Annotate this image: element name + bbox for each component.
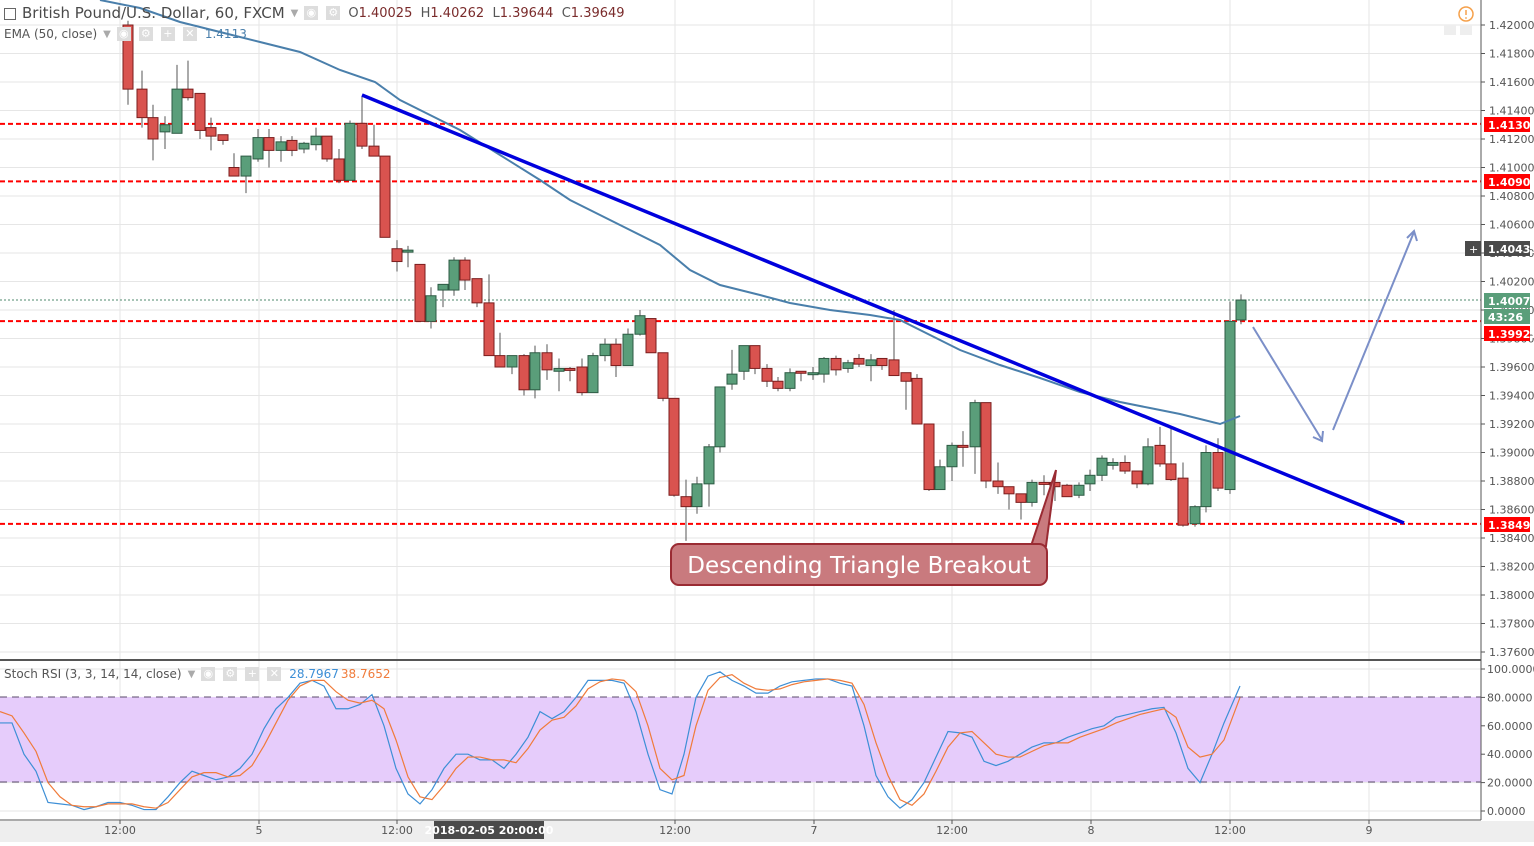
svg-text:1.42000: 1.42000 bbox=[1489, 19, 1534, 32]
chevron-down-icon[interactable]: ▼ bbox=[187, 668, 196, 680]
rsi-axis[interactable]: 100.0000 80.0000 60.0000 40.0000 20.0000 0.00… bbox=[1481, 663, 1534, 818]
gear-icon[interactable]: ⚙ bbox=[223, 667, 238, 681]
svg-text:1.38800: 1.38800 bbox=[1489, 475, 1534, 488]
price-axis[interactable]: 1.42000 1.41800 1.41600 1.41400 1.41200 1.410… bbox=[1465, 19, 1534, 659]
svg-text:1.38600: 1.38600 bbox=[1489, 504, 1534, 517]
svg-text:1.41306: 1.41306 bbox=[1488, 119, 1534, 132]
svg-text:12:00: 12:00 bbox=[936, 824, 968, 837]
svg-text:12:00: 12:00 bbox=[659, 824, 691, 837]
svg-text:9: 9 bbox=[1366, 824, 1373, 837]
svg-text:2018-02-05 20:00:00: 2018-02-05 20:00:00 bbox=[425, 824, 554, 837]
svg-text:20.0000: 20.0000 bbox=[1487, 777, 1533, 790]
candlesticks bbox=[122, 20, 1247, 541]
gear-icon[interactable]: ⚙ bbox=[138, 27, 153, 41]
plus-icon[interactable]: + bbox=[160, 27, 175, 41]
svg-text:1.39000: 1.39000 bbox=[1489, 447, 1534, 460]
close-icon[interactable]: ✕ bbox=[182, 27, 197, 41]
svg-text:1.40903: 1.40903 bbox=[1488, 176, 1534, 189]
svg-text:1.39400: 1.39400 bbox=[1489, 390, 1534, 403]
ema-line bbox=[99, 0, 1241, 426]
svg-text:1.40600: 1.40600 bbox=[1489, 219, 1534, 232]
svg-text:1.40070: 1.40070 bbox=[1488, 295, 1534, 308]
svg-text:12:00: 12:00 bbox=[104, 824, 136, 837]
collapse-icon[interactable] bbox=[4, 8, 16, 20]
stoch-d-value: 38.7652 bbox=[340, 667, 391, 681]
svg-text:43:26: 43:26 bbox=[1488, 311, 1523, 324]
ema-value: 1.4113 bbox=[204, 27, 247, 41]
svg-text:+: + bbox=[1469, 243, 1478, 256]
stoch-rsi-legend: Stoch RSI (3, 3, 14, 14, close) ▼ ◉ ⚙ + ✕ 2… bbox=[4, 667, 391, 681]
svg-text:80.0000: 80.0000 bbox=[1487, 691, 1533, 704]
svg-text:100.0000: 100.0000 bbox=[1487, 663, 1534, 676]
eye-icon[interactable]: ◉ bbox=[116, 27, 131, 41]
symbol-title[interactable]: British Pound/U.S. Dollar, 60, FXCM bbox=[22, 4, 285, 22]
svg-text:1.38000: 1.38000 bbox=[1489, 589, 1534, 602]
svg-text:5: 5 bbox=[256, 824, 263, 837]
plus-icon[interactable]: + bbox=[245, 667, 260, 681]
svg-text:1.39600: 1.39600 bbox=[1489, 361, 1534, 374]
alert-circle-icon[interactable] bbox=[1458, 6, 1474, 22]
svg-text:7: 7 bbox=[811, 824, 818, 837]
ema-legend: EMA (50, close) ▼ ◉ ⚙ + ✕ 1.4113 bbox=[4, 27, 247, 41]
svg-text:1.37600: 1.37600 bbox=[1489, 646, 1534, 659]
svg-text:1.40800: 1.40800 bbox=[1489, 190, 1534, 203]
svg-text:8: 8 bbox=[1088, 824, 1095, 837]
chevron-down-icon[interactable]: ▼ bbox=[290, 7, 299, 19]
ohlc-values: O1.40025 H1.40262 L1.39644 C1.39649 bbox=[348, 5, 625, 21]
svg-text:60.0000: 60.0000 bbox=[1487, 720, 1533, 733]
eye-icon[interactable]: ◉ bbox=[201, 667, 216, 681]
chevron-down-icon[interactable]: ▼ bbox=[103, 28, 111, 40]
svg-text:1.38200: 1.38200 bbox=[1489, 561, 1534, 574]
descending-trendline[interactable] bbox=[361, 93, 1405, 525]
annotation-callout[interactable]: Descending Triangle Breakout bbox=[670, 543, 1048, 586]
stoch-k-value: 28.7967 bbox=[289, 667, 339, 681]
scale-button[interactable] bbox=[1460, 25, 1472, 35]
projection-arrows[interactable] bbox=[1252, 229, 1418, 443]
svg-text:1.39922: 1.39922 bbox=[1488, 328, 1534, 341]
bottom-bar bbox=[0, 821, 1534, 842]
stoch-rsi-label[interactable]: Stoch RSI (3, 3, 14, 14, close) bbox=[4, 667, 182, 681]
gear-icon[interactable]: ⚙ bbox=[326, 6, 341, 20]
svg-text:1.41000: 1.41000 bbox=[1489, 162, 1534, 175]
svg-text:12:00: 12:00 bbox=[381, 824, 413, 837]
svg-text:12:00: 12:00 bbox=[1214, 824, 1246, 837]
svg-text:0.0000: 0.0000 bbox=[1487, 805, 1526, 818]
eye-icon[interactable]: ◉ bbox=[304, 6, 319, 20]
close-icon[interactable]: ✕ bbox=[267, 667, 282, 681]
stoch-rsi-band bbox=[0, 697, 1481, 782]
svg-text:1.41600: 1.41600 bbox=[1489, 76, 1534, 89]
stoch-rsi-lines bbox=[0, 671, 1241, 811]
ema-label[interactable]: EMA (50, close) bbox=[4, 27, 98, 41]
svg-text:40.0000: 40.0000 bbox=[1487, 748, 1533, 761]
svg-text:1.37800: 1.37800 bbox=[1489, 618, 1534, 631]
time-axis[interactable]: 12:00 5 12:00 12:00 7 12:00 8 12:00 9 2018-02-05 … bbox=[104, 820, 1373, 839]
svg-text:1.39200: 1.39200 bbox=[1489, 418, 1534, 431]
svg-text:1.41200: 1.41200 bbox=[1489, 133, 1534, 146]
crosshair-time-label bbox=[434, 821, 544, 839]
symbol-legend: British Pound/U.S. Dollar, 60, FXCM ▼ ◉ ⚙… bbox=[4, 4, 625, 22]
svg-text:1.41800: 1.41800 bbox=[1489, 48, 1534, 61]
scale-button[interactable] bbox=[1444, 25, 1456, 35]
svg-text:1.38400: 1.38400 bbox=[1489, 532, 1534, 545]
svg-text:1.40200: 1.40200 bbox=[1489, 276, 1534, 289]
svg-text:1.41400: 1.41400 bbox=[1489, 105, 1534, 118]
svg-text:1.40435: 1.40435 bbox=[1488, 243, 1534, 256]
svg-text:1.38499: 1.38499 bbox=[1488, 519, 1534, 532]
